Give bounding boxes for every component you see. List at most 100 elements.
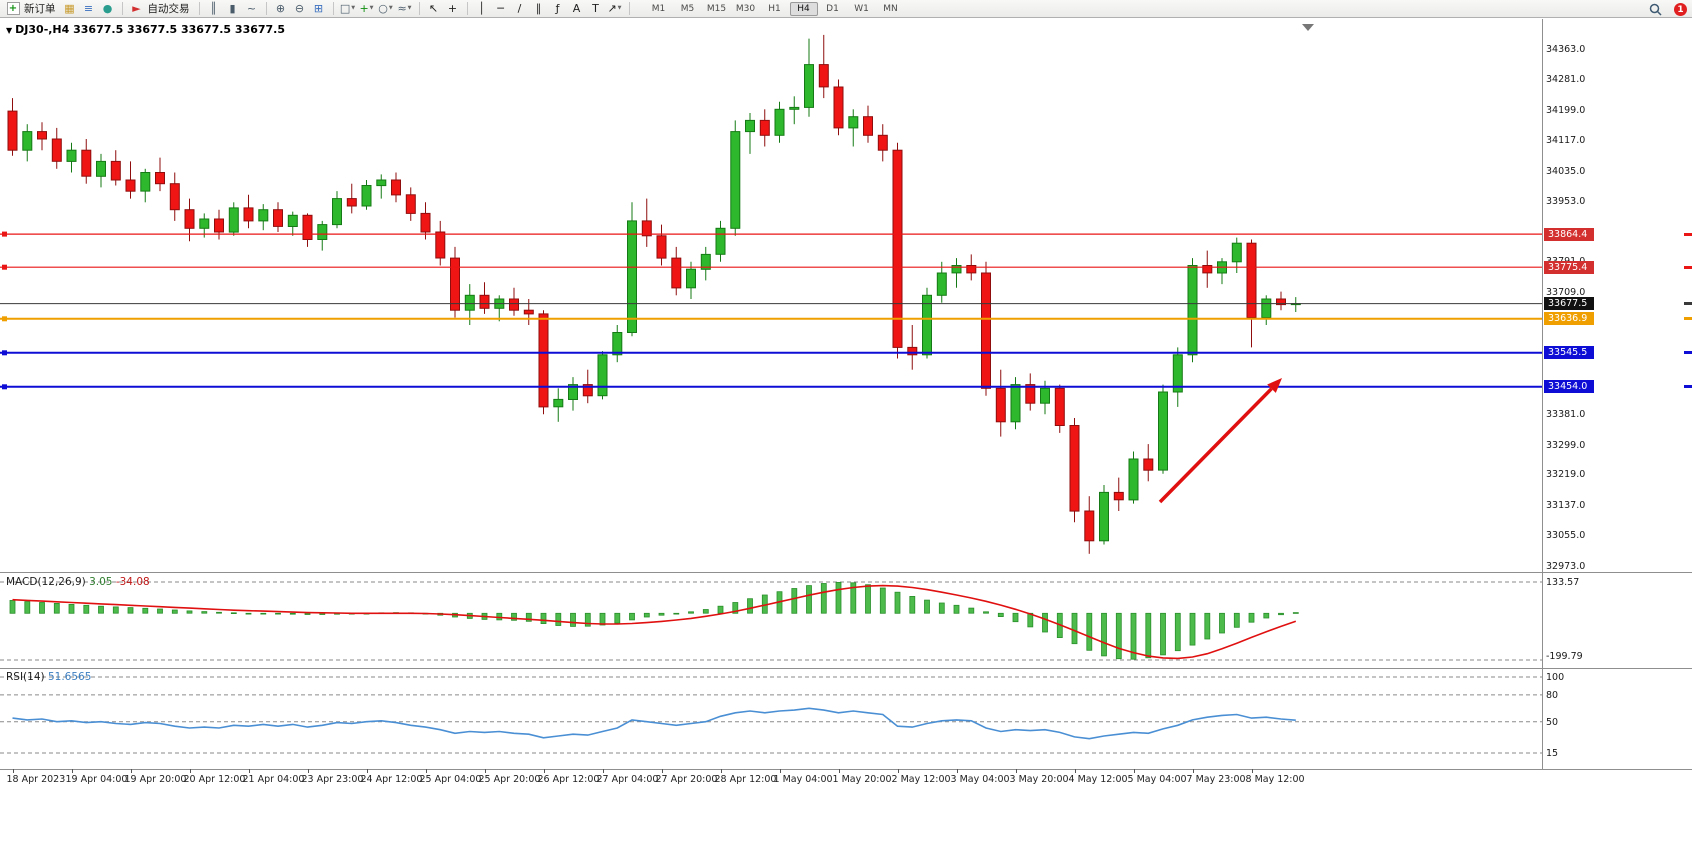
time-axis-label: 19 Apr 20:00 bbox=[124, 774, 187, 785]
time-axis-label: 1 May 20:00 bbox=[832, 774, 892, 785]
toolbar-separator bbox=[121, 2, 123, 15]
time-axis-tick bbox=[1074, 769, 1076, 773]
vertical-line-icon[interactable]: │ bbox=[473, 1, 491, 16]
price-axis-label: 34363.0 bbox=[1546, 43, 1586, 55]
new-order-button[interactable]: 新订单 bbox=[24, 3, 56, 15]
time-axis-tick bbox=[661, 769, 663, 773]
search-icon[interactable] bbox=[1646, 2, 1664, 17]
time-axis-tick bbox=[779, 769, 781, 773]
price-axis-label: 34199.0 bbox=[1546, 104, 1586, 116]
tile-windows-icon-glyph: ⊞ bbox=[313, 2, 324, 15]
crosshair-icon[interactable]: + bbox=[444, 1, 462, 16]
time-axis-label: 3 May 20:00 bbox=[1009, 774, 1069, 785]
time-axis-tick bbox=[484, 769, 486, 773]
main-chart-pane[interactable] bbox=[0, 20, 1542, 572]
pane-separator[interactable] bbox=[0, 668, 1692, 669]
zoom-in-icon[interactable]: ⊕ bbox=[272, 1, 290, 16]
time-axis-line bbox=[0, 769, 1692, 770]
trendline-icon[interactable]: / bbox=[511, 1, 529, 16]
candlestick-chart-icon[interactable]: ▮ bbox=[224, 1, 242, 16]
text-icon-glyph: A bbox=[572, 2, 581, 15]
autotrade-icon[interactable]: ► bbox=[128, 1, 146, 16]
macd-histogram bbox=[9, 581, 1299, 660]
timeframe-w1[interactable]: W1 bbox=[854, 3, 869, 14]
toolbar: + 新订单 ▦ ≡ ● ► 自动交易 ║ ▮ ~ ⊕ ⊖ ⊞ □ ▼ + ▼ ○ ▼ ≈ ▼ ↖ + │ ─ / ∥ ƒ A T ↗ ▼ M1 M… bbox=[0, 0, 1692, 18]
periods-icon[interactable]: ○ ▼ bbox=[377, 1, 395, 16]
line-chart-icon-glyph: ~ bbox=[246, 2, 257, 15]
timeframe-m1[interactable]: M1 bbox=[651, 3, 666, 14]
notification-badge[interactable]: 1 bbox=[1674, 3, 1687, 16]
timeframe-h1[interactable]: H1 bbox=[768, 3, 781, 14]
toolbar-separator bbox=[466, 2, 468, 15]
new-order-icon[interactable]: + bbox=[4, 1, 22, 16]
line-edge-marker bbox=[1684, 265, 1692, 269]
time-axis-label: 18 Apr 2023 bbox=[6, 774, 66, 785]
navigator-icon[interactable]: ● bbox=[99, 1, 117, 16]
timeframe-m30[interactable]: M30 bbox=[735, 3, 756, 14]
timeframe-d1[interactable]: D1 bbox=[826, 3, 839, 14]
rsi-scale-label: 50 bbox=[1546, 716, 1559, 728]
crosshair-icon-glyph: + bbox=[447, 2, 458, 15]
market-watch-icon[interactable]: ≡ bbox=[80, 1, 98, 16]
resistance-line-33864-handle[interactable] bbox=[2, 231, 7, 237]
time-axis-tick bbox=[12, 769, 14, 773]
resistance-line-33775-handle[interactable] bbox=[2, 264, 7, 270]
timeframe-h4[interactable]: H4 bbox=[789, 1, 818, 16]
time-axis-tick bbox=[1251, 769, 1253, 773]
price-axis-label: 34035.0 bbox=[1546, 165, 1586, 177]
ohlc-collapse-icon[interactable]: ▼ bbox=[6, 26, 13, 35]
new-chart-icon[interactable]: □ ▼ bbox=[339, 1, 357, 16]
cursor-icon-glyph: ↖ bbox=[428, 2, 439, 15]
chart-shift-marker[interactable] bbox=[1302, 24, 1314, 31]
support-line-33454-handle[interactable] bbox=[2, 384, 7, 390]
timeframe-m15[interactable]: M15 bbox=[706, 3, 727, 14]
time-axis-tick bbox=[956, 769, 958, 773]
chart-window-icon[interactable]: ▦ bbox=[61, 1, 79, 16]
dropdown-caret-icon: ▼ bbox=[369, 5, 374, 11]
chart-window-icon-glyph: ▦ bbox=[64, 2, 75, 15]
line-chart-icon[interactable]: ~ bbox=[243, 1, 261, 16]
bar-chart-icon[interactable]: ║ bbox=[205, 1, 223, 16]
line-edge-marker bbox=[1684, 302, 1692, 306]
templates-icon[interactable]: ≈ ▼ bbox=[396, 1, 414, 16]
autotrade-button[interactable]: 自动交易 bbox=[147, 3, 190, 15]
indicators-icon[interactable]: + ▼ bbox=[358, 1, 376, 16]
search-icon-glyph bbox=[1649, 3, 1662, 16]
pane-separator[interactable] bbox=[0, 572, 1692, 573]
price-axis-border bbox=[1542, 19, 1543, 770]
time-axis-label: 25 Apr 04:00 bbox=[419, 774, 482, 785]
horizontal-line-icon[interactable]: ─ bbox=[492, 1, 510, 16]
pivot-line-33636-handle[interactable] bbox=[2, 316, 7, 322]
indicators-icon-glyph: + bbox=[359, 2, 369, 15]
time-axis-tick bbox=[1133, 769, 1135, 773]
time-axis-tick bbox=[543, 769, 545, 773]
price-axis-label: 33709.0 bbox=[1546, 286, 1586, 298]
time-axis-label: 4 May 12:00 bbox=[1068, 774, 1128, 785]
arrows-icon-glyph: ↗ bbox=[607, 2, 617, 15]
rsi-line bbox=[12, 707, 1296, 740]
toolbar-right-group: 1 bbox=[1646, 2, 1687, 17]
timeframe-mn[interactable]: MN bbox=[883, 3, 898, 14]
text-icon[interactable]: A bbox=[568, 1, 586, 16]
price-axis-label: 32973.0 bbox=[1546, 560, 1586, 572]
chart-title-text: DJ30-,H4 33677.5 33677.5 33677.5 33677.5 bbox=[15, 23, 286, 36]
new-chart-icon-glyph: □ bbox=[339, 2, 351, 15]
new-order-icon-glyph: + bbox=[6, 2, 20, 15]
zoom-in-icon-glyph: ⊕ bbox=[275, 2, 286, 15]
time-axis-tick bbox=[130, 769, 132, 773]
trend-arrow-annotation[interactable] bbox=[1158, 378, 1282, 504]
time-axis-tick bbox=[366, 769, 368, 773]
channel-icon[interactable]: ∥ bbox=[530, 1, 548, 16]
rsi-pane[interactable] bbox=[0, 669, 1542, 768]
macd-pane[interactable] bbox=[0, 574, 1542, 667]
toolbar-separator bbox=[418, 2, 420, 15]
zoom-out-icon[interactable]: ⊖ bbox=[291, 1, 309, 16]
timeframe-m5[interactable]: M5 bbox=[680, 3, 695, 14]
tile-windows-icon[interactable]: ⊞ bbox=[310, 1, 328, 16]
cursor-icon[interactable]: ↖ bbox=[425, 1, 443, 16]
arrows-icon[interactable]: ↗ ▼ bbox=[606, 1, 624, 16]
fibonacci-icon[interactable]: ƒ bbox=[549, 1, 567, 16]
label-icon[interactable]: T bbox=[587, 1, 605, 16]
support-line-33545-handle[interactable] bbox=[2, 350, 7, 356]
rsi-scale-label: 100 bbox=[1546, 672, 1565, 683]
